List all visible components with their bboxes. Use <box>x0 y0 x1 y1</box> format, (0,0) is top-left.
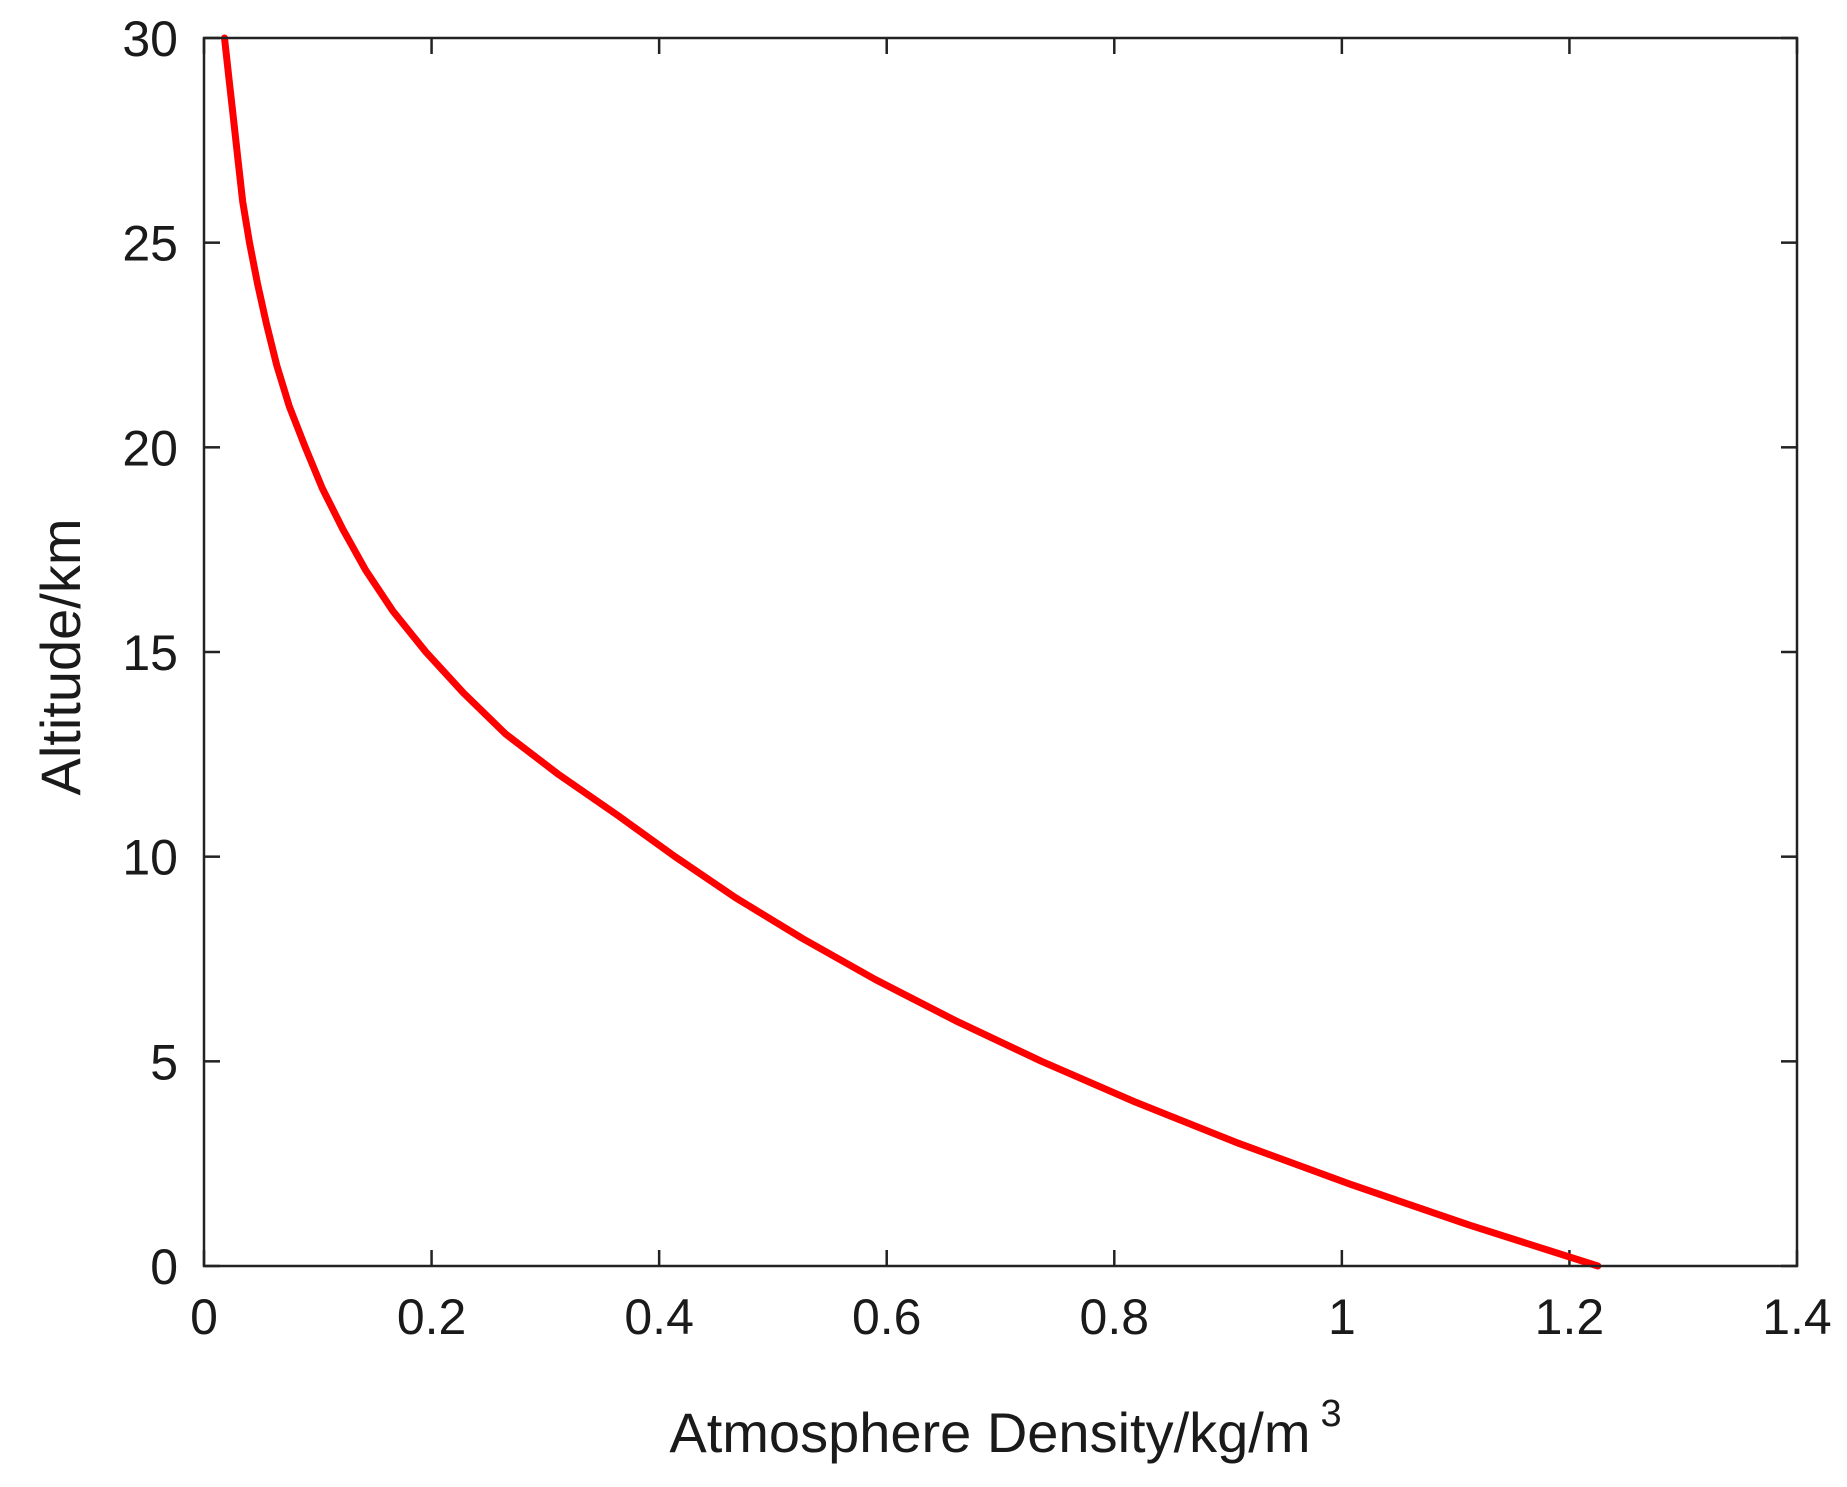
x-axis-label-text: Atmosphere Density/kg/m <box>669 1401 1310 1464</box>
x-tick-label: 1 <box>1328 1289 1356 1345</box>
y-tick-label: 15 <box>122 625 178 681</box>
x-tick-label: 0.4 <box>624 1289 694 1345</box>
x-tick-label: 1.4 <box>1762 1289 1832 1345</box>
x-tick-label: 0.8 <box>1080 1289 1150 1345</box>
y-tick-label: 0 <box>150 1239 178 1295</box>
x-tick-label: 1.2 <box>1535 1289 1605 1345</box>
y-tick-label: 30 <box>122 11 178 67</box>
x-axis-label-superscript: 3 <box>1321 1393 1342 1435</box>
x-tick-label: 0.2 <box>397 1289 467 1345</box>
x-tick-label: 0 <box>190 1289 218 1345</box>
y-tick-label: 20 <box>122 420 178 476</box>
y-tick-label: 25 <box>122 216 178 272</box>
tick-labels: 0 0.2 0.4 0.6 0.8 1 1.2 1.4 0 5 10 15 20 25 30 <box>122 11 1831 1345</box>
x-tick-label: 0.6 <box>852 1289 922 1345</box>
x-axis-label: Atmosphere Density/kg/m 3 <box>669 1393 1341 1464</box>
series-line <box>221 34 1602 1270</box>
y-axis-label: Altitude/km <box>29 519 92 796</box>
y-tick-label: 5 <box>150 1034 178 1090</box>
plot-area-frame <box>202 36 1799 1268</box>
y-tick-label: 10 <box>122 830 178 886</box>
